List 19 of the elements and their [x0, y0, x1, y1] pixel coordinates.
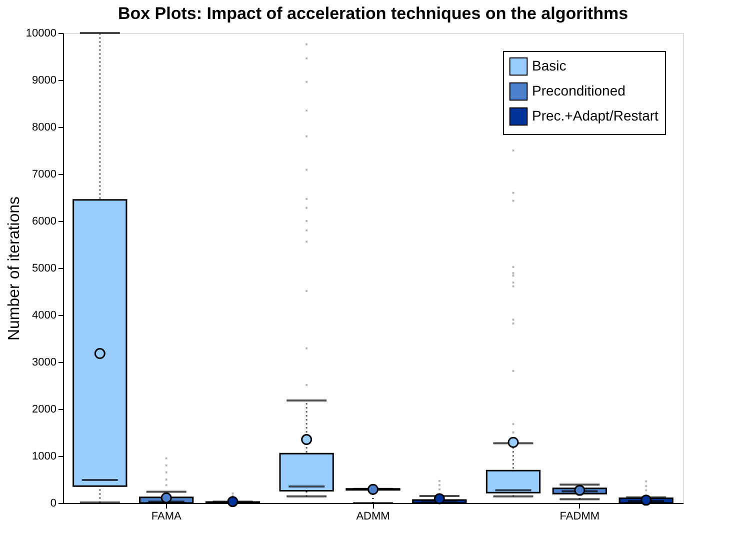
x-tick-label: ADMM: [356, 510, 390, 522]
chart-title: Box Plots: Impact of acceleration techniques on the algorithms: [118, 4, 628, 23]
y-tick-label: 7000: [32, 168, 56, 180]
y-tick-label: 0: [50, 498, 56, 510]
y-tick-label: 6000: [32, 216, 56, 228]
y-axis-title: Number of iterations: [6, 196, 23, 341]
y-tick-label: 4000: [32, 310, 56, 322]
legend-label: Basic: [532, 58, 566, 74]
y-tick-label: 9000: [32, 74, 56, 86]
y-tick-label: 5000: [32, 262, 56, 274]
y-tick-label: 8000: [32, 122, 56, 134]
x-tick-label: FAMA: [151, 510, 182, 522]
legend-label: Preconditioned: [532, 82, 626, 98]
legend-label: Prec.+Adapt/Restart: [532, 108, 659, 124]
x-tick-label: FADMM: [560, 510, 600, 522]
y-tick-label: 3000: [32, 356, 56, 368]
y-tick-label: 2000: [32, 404, 56, 416]
y-tick-label: 1000: [32, 450, 56, 462]
y-tick-label: 10000: [26, 28, 56, 40]
